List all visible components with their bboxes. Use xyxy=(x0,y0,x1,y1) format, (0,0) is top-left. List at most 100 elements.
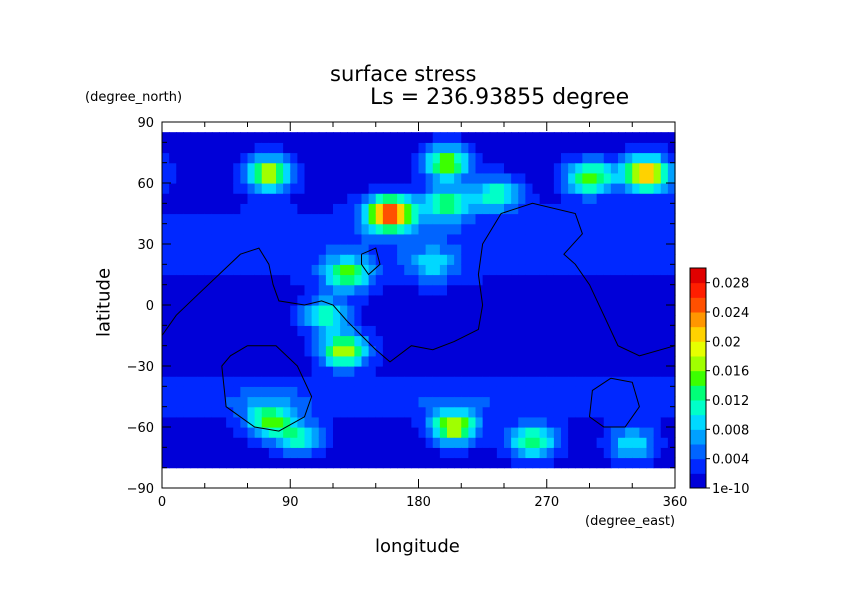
heatmap-cell xyxy=(532,325,541,337)
heatmap-cell xyxy=(354,437,363,448)
heatmap-cell xyxy=(539,193,548,204)
heatmap-cell xyxy=(297,355,306,367)
heatmap-cell xyxy=(226,233,234,245)
heatmap-cell xyxy=(525,345,534,357)
heatmap-cell xyxy=(596,335,605,347)
heatmap-cell xyxy=(447,172,455,184)
heatmap-cell xyxy=(304,447,313,459)
heatmap-cell xyxy=(468,376,477,387)
heatmap-cell xyxy=(340,172,348,184)
heatmap-cell xyxy=(439,447,448,459)
heatmap-cell xyxy=(454,142,462,154)
heatmap-cell xyxy=(226,376,234,387)
heatmap-cell xyxy=(667,345,676,357)
heatmap-cell xyxy=(176,152,184,164)
heatmap-cell xyxy=(525,233,534,245)
heatmap-cell xyxy=(468,264,477,276)
heatmap-cell xyxy=(603,315,612,326)
heatmap-cell xyxy=(639,233,648,245)
heatmap-cell xyxy=(603,183,612,194)
heatmap-cell xyxy=(525,254,534,265)
heatmap-cell xyxy=(226,274,234,286)
heatmap-cell xyxy=(468,416,477,428)
heatmap-cell xyxy=(518,223,526,235)
heatmap-cell xyxy=(276,254,284,265)
heatmap-cell xyxy=(667,213,676,225)
heatmap-cell xyxy=(169,183,177,194)
heatmap-cell xyxy=(219,203,227,215)
heatmap-cell xyxy=(397,172,405,184)
heatmap-cell xyxy=(261,203,270,215)
heatmap-cell xyxy=(219,315,227,326)
heatmap-cell xyxy=(568,437,576,448)
heatmap-cell xyxy=(518,162,526,174)
heatmap-cell xyxy=(197,213,206,225)
heatmap-cell xyxy=(333,233,341,245)
heatmap-cell xyxy=(518,416,526,428)
heatmap-cell xyxy=(639,416,648,428)
heatmap-cell xyxy=(276,284,284,296)
heatmap-cell xyxy=(546,325,555,337)
heatmap-cell xyxy=(361,203,370,215)
heatmap-cell xyxy=(190,355,199,367)
heatmap-cell xyxy=(382,254,391,265)
heatmap-cell xyxy=(404,142,412,154)
heatmap-cell xyxy=(411,193,420,204)
colorbar-tick-label: 0.02 xyxy=(712,335,741,350)
heatmap-cell xyxy=(618,152,626,164)
heatmap-cell xyxy=(311,183,320,194)
heatmap-cell xyxy=(489,264,498,276)
heatmap-cell xyxy=(532,437,541,448)
heatmap-cell xyxy=(518,345,526,357)
heatmap-cell xyxy=(653,437,662,448)
heatmap-cell xyxy=(311,233,320,245)
heatmap-cell xyxy=(354,355,363,367)
heatmap-cell xyxy=(190,274,199,286)
heatmap-cell xyxy=(204,427,213,438)
heatmap-cell xyxy=(475,284,484,296)
heatmap-cell xyxy=(432,457,441,469)
heatmap-cell xyxy=(610,142,619,154)
heatmap-cell xyxy=(226,223,234,235)
colorbar-swatch xyxy=(690,414,706,430)
heatmap-cell xyxy=(311,244,320,255)
heatmap-cell xyxy=(340,264,348,276)
heatmap-cell xyxy=(283,427,291,438)
heatmap-cell xyxy=(162,274,170,286)
heatmap-cell xyxy=(361,244,370,255)
heatmap-cell xyxy=(233,274,241,286)
heatmap-cell xyxy=(553,447,562,459)
heatmap-cell xyxy=(625,437,633,448)
heatmap-cell xyxy=(610,437,619,448)
heatmap-cell xyxy=(660,457,669,469)
heatmap-cell xyxy=(226,427,234,438)
heatmap-cell xyxy=(368,406,377,418)
heatmap-cell xyxy=(461,264,469,276)
heatmap-cell xyxy=(568,203,576,215)
heatmap-cell xyxy=(297,132,306,143)
heatmap-cell xyxy=(211,416,220,428)
heatmap-cell xyxy=(197,457,206,469)
heatmap-cell xyxy=(539,284,548,296)
heatmap-cell xyxy=(539,274,548,286)
heatmap-cell xyxy=(304,457,313,469)
heatmap-cell xyxy=(461,457,469,469)
heatmap-cell xyxy=(211,254,220,265)
heatmap-cell xyxy=(375,416,384,428)
heatmap-cell xyxy=(204,315,213,326)
heatmap-cell xyxy=(190,386,199,398)
heatmap-cell xyxy=(368,223,377,235)
heatmap-cell xyxy=(318,386,327,398)
heatmap-cell xyxy=(219,427,227,438)
heatmap-cell xyxy=(532,162,541,174)
heatmap-cell xyxy=(311,447,320,459)
heatmap-cell xyxy=(254,203,263,215)
heatmap-cell xyxy=(575,254,583,265)
heatmap-cell xyxy=(247,437,256,448)
heatmap-cell xyxy=(561,152,569,164)
heatmap-cell xyxy=(518,325,526,337)
heatmap-cell xyxy=(297,335,306,347)
heatmap-cell xyxy=(169,193,177,204)
heatmap-cell xyxy=(504,254,512,265)
heatmap-cell xyxy=(233,142,241,154)
